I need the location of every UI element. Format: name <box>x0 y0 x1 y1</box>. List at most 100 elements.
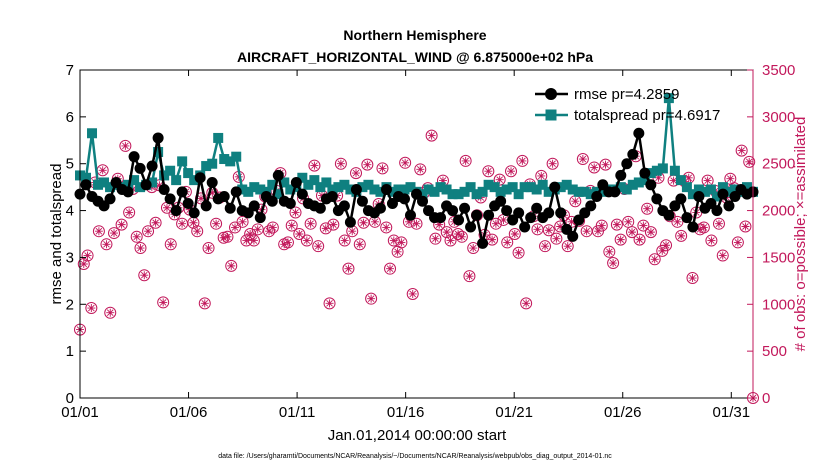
obs-possible-circle <box>459 154 472 167</box>
obs-marker <box>338 234 351 247</box>
obs-possible-circle <box>130 230 143 243</box>
obs-marker <box>164 238 177 251</box>
rmse-point <box>344 216 356 228</box>
totalspread-point <box>327 184 338 195</box>
obs-possible-circle <box>236 215 249 228</box>
rmse-point <box>645 179 657 191</box>
obs-marker <box>705 234 718 247</box>
obs-marker <box>739 220 752 233</box>
obs-marker <box>501 236 514 249</box>
rmse-point <box>495 195 507 207</box>
y-tick-label-left: 3 <box>66 249 74 266</box>
obs-assimilated-star <box>193 227 202 236</box>
obs-marker <box>365 292 378 305</box>
rmse-point <box>621 158 633 170</box>
obs-assimilated-star <box>541 242 550 251</box>
rmse-point <box>404 209 416 221</box>
obs-marker <box>266 221 279 234</box>
obs-possible-circle <box>266 221 279 234</box>
obs-assimilated-star <box>110 229 119 238</box>
obs-marker <box>697 221 710 234</box>
y-tick-label-left: 0 <box>66 390 74 407</box>
totalspread-point <box>87 128 98 139</box>
obs-assimilated-star <box>733 238 742 247</box>
obs-marker <box>743 155 756 168</box>
obs-marker <box>202 242 215 255</box>
rmse-point <box>176 186 188 198</box>
totalspread-point <box>279 177 290 188</box>
obs-marker <box>452 228 465 240</box>
rmse-point <box>128 151 140 163</box>
obs-assimilated-star <box>514 248 523 257</box>
obs-marker <box>520 297 533 310</box>
obs-marker <box>735 144 748 157</box>
totalspread-point <box>645 168 656 179</box>
obs-assimilated-star <box>397 238 406 247</box>
rmse-point <box>104 193 116 205</box>
obs-marker <box>225 259 238 272</box>
obs-assimilated-star <box>249 236 258 245</box>
obs-assimilated-star <box>212 219 221 228</box>
obs-assimilated-star <box>484 167 493 176</box>
legend-totalspread-marker <box>545 109 557 121</box>
obs-assimilated-star <box>457 232 466 241</box>
obs-marker <box>319 222 332 235</box>
rmse-point <box>272 169 284 181</box>
obs-possible-circle <box>705 234 718 247</box>
obs-assimilated-star <box>401 158 410 167</box>
obs-possible-circle <box>599 158 612 171</box>
obs-assimilated-star <box>125 208 134 217</box>
obs-assimilated-star <box>567 217 576 226</box>
obs-assimilated-star <box>117 220 126 229</box>
obs-possible-circle <box>520 297 533 310</box>
obs-possible-circle <box>482 165 495 178</box>
obs-possible-circle <box>675 229 688 242</box>
rmse-point <box>146 160 158 172</box>
totalspread-point <box>147 177 158 188</box>
obs-assimilated-star <box>654 173 663 182</box>
x-tick-label: 01/21 <box>495 404 533 421</box>
obs-assimilated-star <box>416 165 425 174</box>
obs-marker <box>191 225 204 238</box>
obs-assimilated-star <box>378 164 387 173</box>
obs-marker <box>77 257 90 270</box>
obs-marker <box>467 242 480 255</box>
obs-marker <box>512 246 525 259</box>
totalspread-point <box>447 189 458 200</box>
obs-assimilated-star <box>295 230 304 238</box>
obs-assimilated-star <box>231 223 240 232</box>
obs-assimilated-star <box>302 236 311 245</box>
totalspread-point <box>405 182 416 193</box>
obs-possible-circle <box>610 218 623 231</box>
obs-marker <box>293 228 306 240</box>
obs-possible-circle <box>561 240 574 253</box>
rmse-point <box>140 179 152 191</box>
obs-assimilated-star <box>510 230 519 238</box>
totalspread-point <box>249 182 260 193</box>
obs-marker <box>614 233 627 246</box>
obs-assimilated-star <box>662 241 671 250</box>
obs-marker <box>304 217 317 230</box>
totalspread-point <box>93 179 104 190</box>
obs-possible-circle <box>225 259 238 272</box>
obs-possible-circle <box>134 242 147 255</box>
obs-assimilated-star <box>582 227 591 236</box>
legend: rmse pr=4.2859 totalspread pr=4.6917 <box>535 86 720 124</box>
obs-marker <box>342 262 355 275</box>
obs-possible-circle <box>444 234 457 247</box>
obs-assimilated-star <box>677 231 686 240</box>
y-tick-label-left: 5 <box>66 156 74 173</box>
obs-assimilated-star <box>571 197 580 206</box>
rmse-point <box>717 188 729 200</box>
obs-assimilated-star <box>367 294 376 303</box>
obs-marker <box>686 272 699 285</box>
obs-possible-circle <box>467 242 480 255</box>
obs-marker <box>157 296 170 309</box>
y-tick-label-right: 2000 <box>762 203 795 220</box>
obs-possible-circle <box>493 173 506 186</box>
totalspread-point <box>315 182 326 193</box>
obs-marker <box>482 165 495 178</box>
totalspread-point <box>471 189 482 200</box>
obs-assimilated-star <box>404 217 413 226</box>
obs-marker <box>425 129 438 142</box>
